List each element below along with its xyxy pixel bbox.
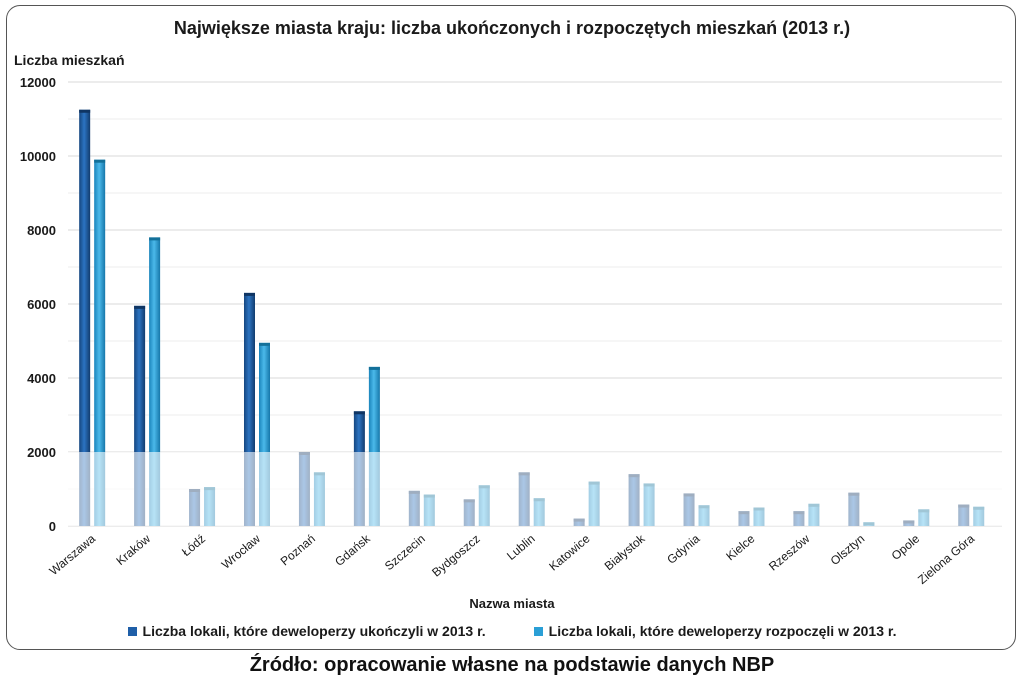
x-tick-labels: Warszawa Kraków Łódź Wrocław Poznań Gdańsk Szc… xyxy=(47,531,978,587)
y-tick-label: 0 xyxy=(49,519,56,534)
x-tick-label: Opole xyxy=(889,531,923,563)
y-tick-label: 4000 xyxy=(27,371,56,386)
legend-item-completed: Liczba lokali, które deweloperzy ukończy… xyxy=(127,623,486,639)
x-tick-label: Wrocław xyxy=(219,531,263,571)
y-tick-label: 2000 xyxy=(27,445,56,460)
x-tick-label: Zielona Góra xyxy=(915,531,977,587)
x-tick-label: Kraków xyxy=(113,531,153,568)
legend-swatch-started xyxy=(533,626,543,636)
x-tick-label: Gdynia xyxy=(664,531,702,566)
x-tick-label: Bydgoszcz xyxy=(429,532,482,580)
legend-swatch-completed xyxy=(127,626,137,636)
x-tick-label: Olsztyn xyxy=(828,532,868,568)
legend-label-completed: Liczba lokali, które deweloperzy ukończy… xyxy=(142,623,486,639)
bar-cap xyxy=(94,159,106,163)
x-tick-label: Rzeszów xyxy=(766,531,813,573)
legend-item-started: Liczba lokali, które deweloperzy rozpocz… xyxy=(533,623,897,639)
x-tick-label: Gdańsk xyxy=(332,531,373,569)
x-tick-label: Łódź xyxy=(179,532,208,559)
x-tick-label: Lublin xyxy=(504,532,538,563)
light-overlay xyxy=(68,452,1002,526)
y-tick-labels: 0 2000 4000 6000 8000 10000 12000 xyxy=(20,75,56,534)
x-tick-label: Katowice xyxy=(546,531,593,573)
x-tick-label: Szczecin xyxy=(382,532,428,574)
bar-completed xyxy=(134,305,146,526)
bar-completed xyxy=(79,109,91,526)
chart-title: Największe miasta kraju: liczba ukończon… xyxy=(173,18,851,38)
x-tick-label: Kielce xyxy=(723,531,757,563)
bar-cap xyxy=(149,237,161,241)
bar-cap xyxy=(79,109,91,113)
y-tick-label: 12000 xyxy=(20,75,56,90)
y-axis-label: Liczba mieszkań xyxy=(14,52,125,68)
bar-started xyxy=(258,342,270,526)
bar-cap xyxy=(368,366,380,370)
bar-started xyxy=(149,237,161,526)
bar-started xyxy=(368,366,380,526)
bar-cap xyxy=(353,411,365,415)
bar-completed xyxy=(243,292,255,526)
bar-cap xyxy=(258,342,270,346)
x-axis-label: Nazwa miasta xyxy=(469,596,555,611)
x-tick-label: Poznań xyxy=(278,532,318,569)
x-tick-label: Białystok xyxy=(602,531,649,573)
y-tick-label: 6000 xyxy=(27,297,56,312)
x-tick-label: Warszawa xyxy=(47,531,99,578)
source-note: Źródło: opracowanie własne na podstawie … xyxy=(249,654,775,676)
bar-cap xyxy=(243,292,255,296)
y-tick-label: 10000 xyxy=(20,149,56,164)
y-tick-label: 8000 xyxy=(27,223,56,238)
bar-cap xyxy=(134,305,146,309)
legend: Liczba lokali, które deweloperzy ukończy… xyxy=(0,623,1024,639)
chart-frame xyxy=(6,5,1016,650)
legend-label-started: Liczba lokali, które deweloperzy rozpocz… xyxy=(548,623,897,639)
bar-started xyxy=(94,159,106,526)
